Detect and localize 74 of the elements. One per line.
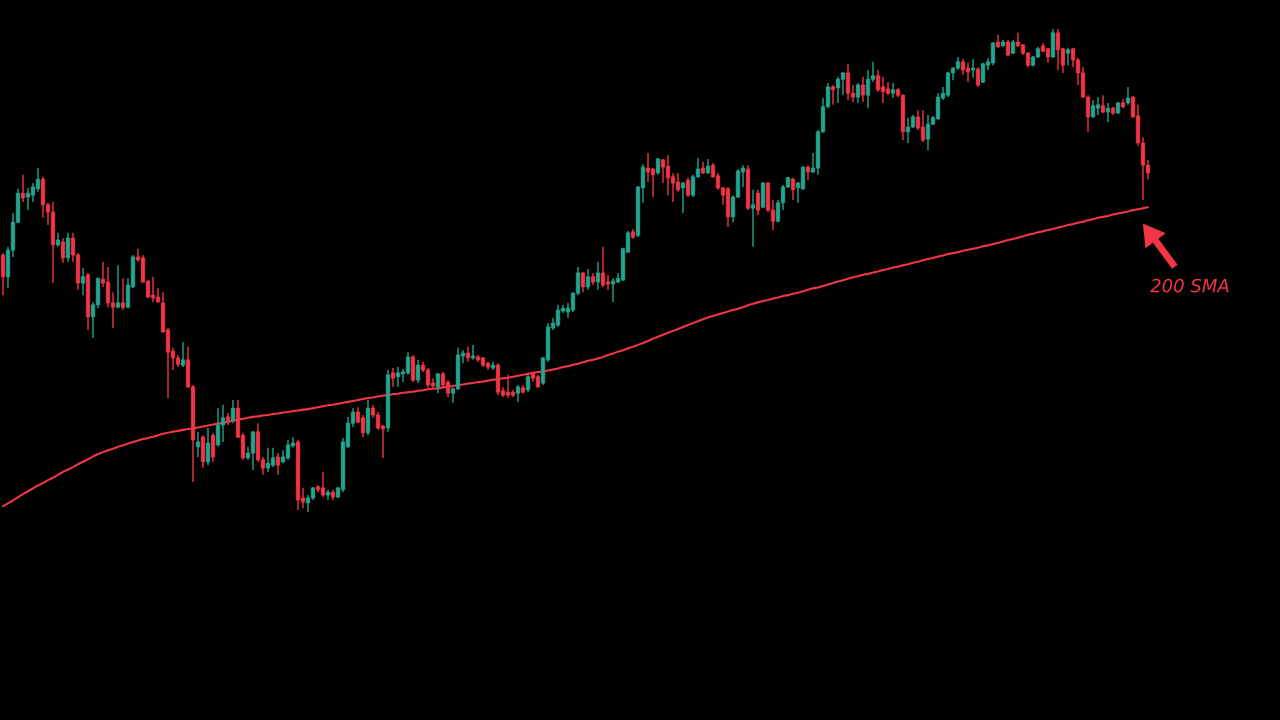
candlestick	[830, 84, 836, 106]
candlestick	[275, 452, 281, 476]
candlestick	[405, 351, 411, 376]
candlestick	[60, 237, 66, 264]
candlestick	[970, 58, 976, 79]
candlestick	[865, 69, 871, 109]
candlestick	[965, 62, 971, 83]
candlestick	[395, 366, 401, 388]
candlestick	[425, 367, 431, 389]
candlestick	[415, 359, 421, 384]
candlestick	[610, 277, 616, 303]
candlestick	[360, 414, 366, 438]
candlestick	[210, 432, 216, 463]
candlestick	[220, 404, 226, 443]
candlestick	[875, 69, 881, 93]
candlestick	[585, 268, 591, 291]
candlestick	[1095, 96, 1101, 116]
candlestick	[320, 471, 326, 498]
candlestick	[65, 232, 71, 263]
candlestick	[905, 117, 911, 144]
candlestick	[860, 76, 866, 103]
candlestick	[150, 276, 156, 303]
candlestick	[120, 277, 126, 311]
candlestick	[680, 181, 686, 214]
candlestick	[1065, 47, 1071, 66]
candlestick	[205, 427, 211, 466]
candlestick	[645, 152, 651, 183]
candlestick	[105, 266, 111, 308]
candlestick	[920, 109, 926, 143]
candlestick	[0, 252, 6, 296]
candlestick	[390, 367, 396, 388]
candlestick	[975, 66, 981, 88]
candlestick	[215, 407, 221, 448]
candlestick	[675, 172, 681, 193]
candlestick	[1055, 28, 1061, 71]
candlestick	[835, 76, 841, 104]
candlestick	[855, 82, 861, 104]
candlestick	[800, 165, 806, 191]
text: 200 SMA	[1150, 278, 1229, 293]
candlestick	[20, 174, 26, 203]
candlestick	[265, 447, 271, 473]
candlestick	[505, 374, 511, 399]
candlestick	[80, 267, 86, 296]
candlestick	[990, 41, 996, 66]
candlestick	[925, 114, 931, 151]
candlestick	[470, 344, 476, 361]
candlestick	[285, 439, 291, 461]
candlestick	[945, 71, 951, 98]
candlestick	[250, 431, 256, 471]
candlestick	[755, 189, 761, 216]
candlestick	[230, 399, 236, 424]
candlestick	[605, 274, 611, 291]
candlestick	[845, 63, 851, 101]
candlestick	[595, 261, 601, 291]
candlestick	[1105, 102, 1111, 123]
candlestick	[555, 304, 561, 328]
candlestick	[25, 187, 31, 211]
candlestick	[180, 341, 186, 368]
candlestick	[410, 354, 416, 383]
candlestick	[935, 92, 941, 121]
candlestick	[195, 431, 201, 458]
candlestick	[750, 189, 756, 248]
candlestick	[660, 158, 666, 184]
candlestick	[30, 182, 36, 203]
candlestick	[600, 246, 606, 288]
candlestick	[790, 177, 796, 201]
candlestick	[35, 167, 41, 193]
candlestick	[270, 447, 276, 468]
candlestick	[115, 264, 121, 309]
candlestick	[650, 167, 656, 198]
candlestick	[890, 82, 896, 99]
candlestick	[665, 154, 671, 196]
candlestick	[685, 177, 691, 198]
candlestick	[880, 76, 886, 104]
